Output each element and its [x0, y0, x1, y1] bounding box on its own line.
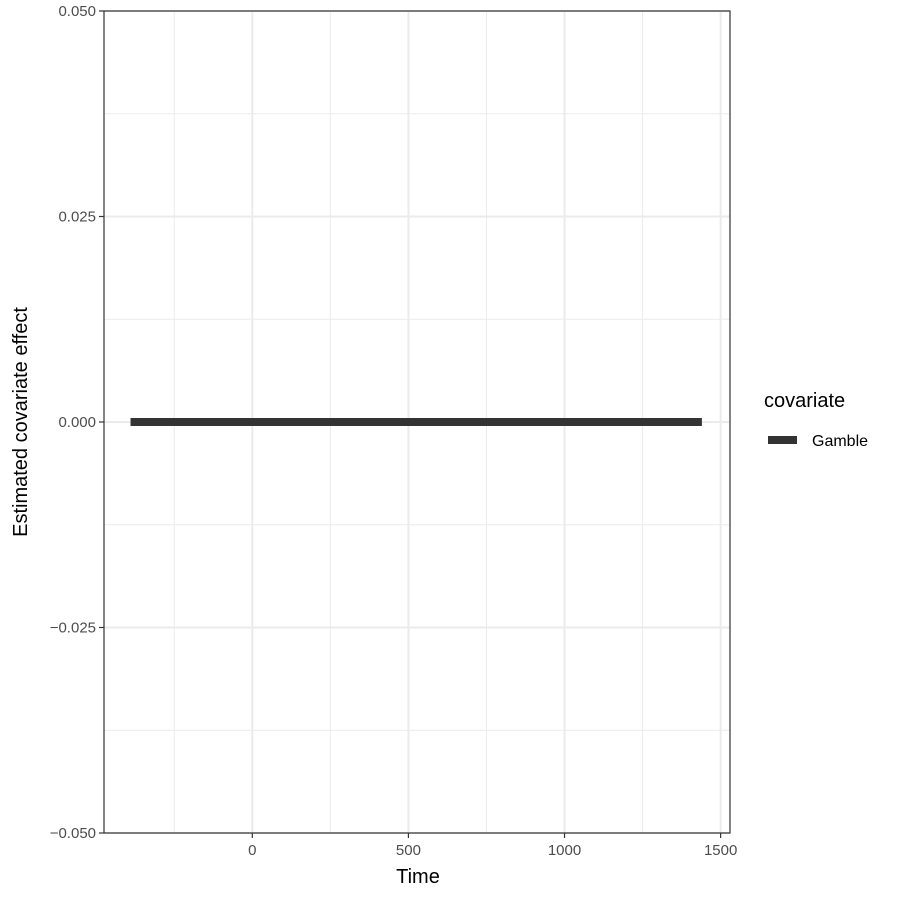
legend-title: covariate	[764, 390, 845, 412]
legend: covariate Gamble	[764, 390, 868, 450]
x-tick-label: 0	[248, 842, 256, 859]
y-axis-title: Estimated covariate effect	[10, 307, 32, 537]
y-tick-label: 0.000	[58, 414, 96, 431]
y-tick-label: −0.050	[50, 825, 96, 842]
x-tick-label: 1500	[704, 842, 737, 859]
legend-label-gamble: Gamble	[812, 433, 868, 450]
x-axis-title: Time	[396, 866, 440, 888]
x-tick-label: 1000	[548, 842, 581, 859]
y-tick-label: 0.025	[58, 209, 96, 226]
plot-panel: 0 500 1000 1500 −0.050 −0.025 0.000 0.025 0.050	[50, 3, 738, 859]
x-tick-label: 500	[396, 842, 421, 859]
y-tick-label: −0.025	[50, 620, 96, 637]
y-tick-label: 0.050	[58, 3, 96, 20]
